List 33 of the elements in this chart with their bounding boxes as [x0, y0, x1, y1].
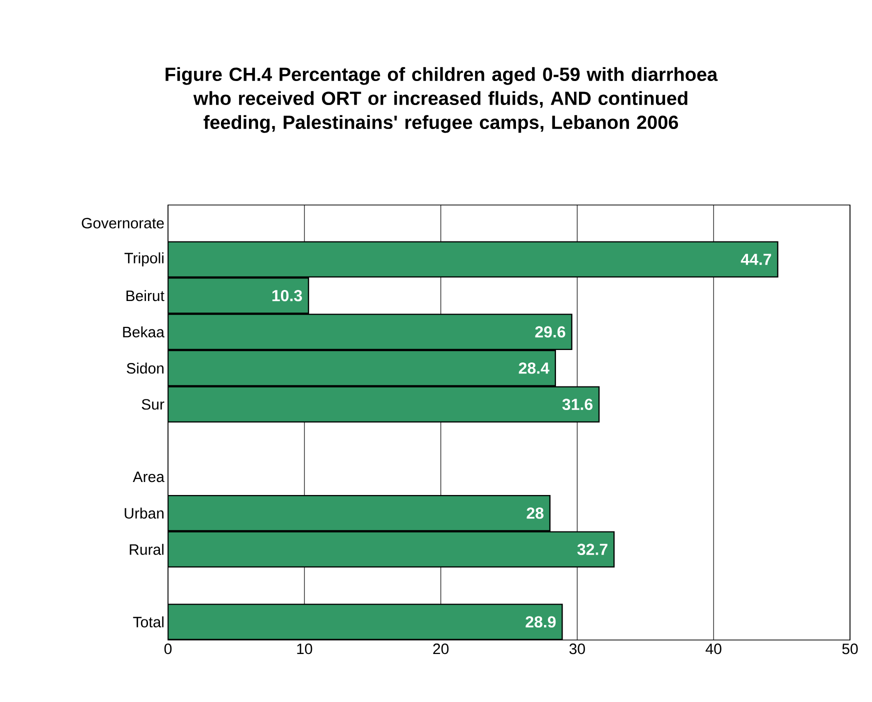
chart-title: Figure CH.4 Percentage of children aged 0-59 with diarrhoea who received ORT or increased fluids, AND continued feeding, Palestinains' refugee camps, Lebanon 2006: [166, 67, 718, 133]
bar: [168, 531, 615, 568]
data-label: 32.7: [577, 544, 608, 556]
data-label: 28.4: [518, 362, 550, 374]
y-tick-label: Sur: [142, 399, 164, 410]
y-tick-label: Tripoli: [124, 252, 164, 266]
data-label: 44.7: [740, 254, 772, 265]
data-label: 28.9: [526, 616, 556, 628]
data-label: 28: [526, 507, 544, 519]
y-tick-label: Sidon: [126, 362, 164, 374]
y-tick-label: Area: [132, 472, 164, 482]
y-tick-label: Beirut: [126, 290, 164, 302]
data-label: 31.6: [562, 398, 593, 410]
bar: [168, 494, 551, 532]
y-tick-label: Bekaa: [123, 326, 164, 338]
bar: [168, 314, 572, 350]
x-tick-label: 40: [706, 644, 722, 654]
y-tick-label: Urban: [124, 508, 164, 519]
bar: [168, 350, 556, 386]
y-tick-label: Total: [133, 616, 164, 628]
x-tick-label: 10: [297, 644, 312, 654]
bar: [168, 386, 600, 423]
x-tick-label: 20: [433, 644, 449, 654]
data-label: 10.3: [272, 290, 302, 302]
x-tick-label: 50: [842, 644, 858, 654]
y-tick-label: Governorate: [82, 218, 164, 228]
x-tick-label: 0: [164, 644, 172, 654]
y-tick-label: Rural: [130, 544, 164, 555]
bar: [168, 241, 778, 278]
bar: [168, 277, 310, 314]
data-label: 29.6: [535, 326, 566, 338]
x-tick-label: 30: [569, 644, 585, 654]
bar: [168, 604, 563, 640]
